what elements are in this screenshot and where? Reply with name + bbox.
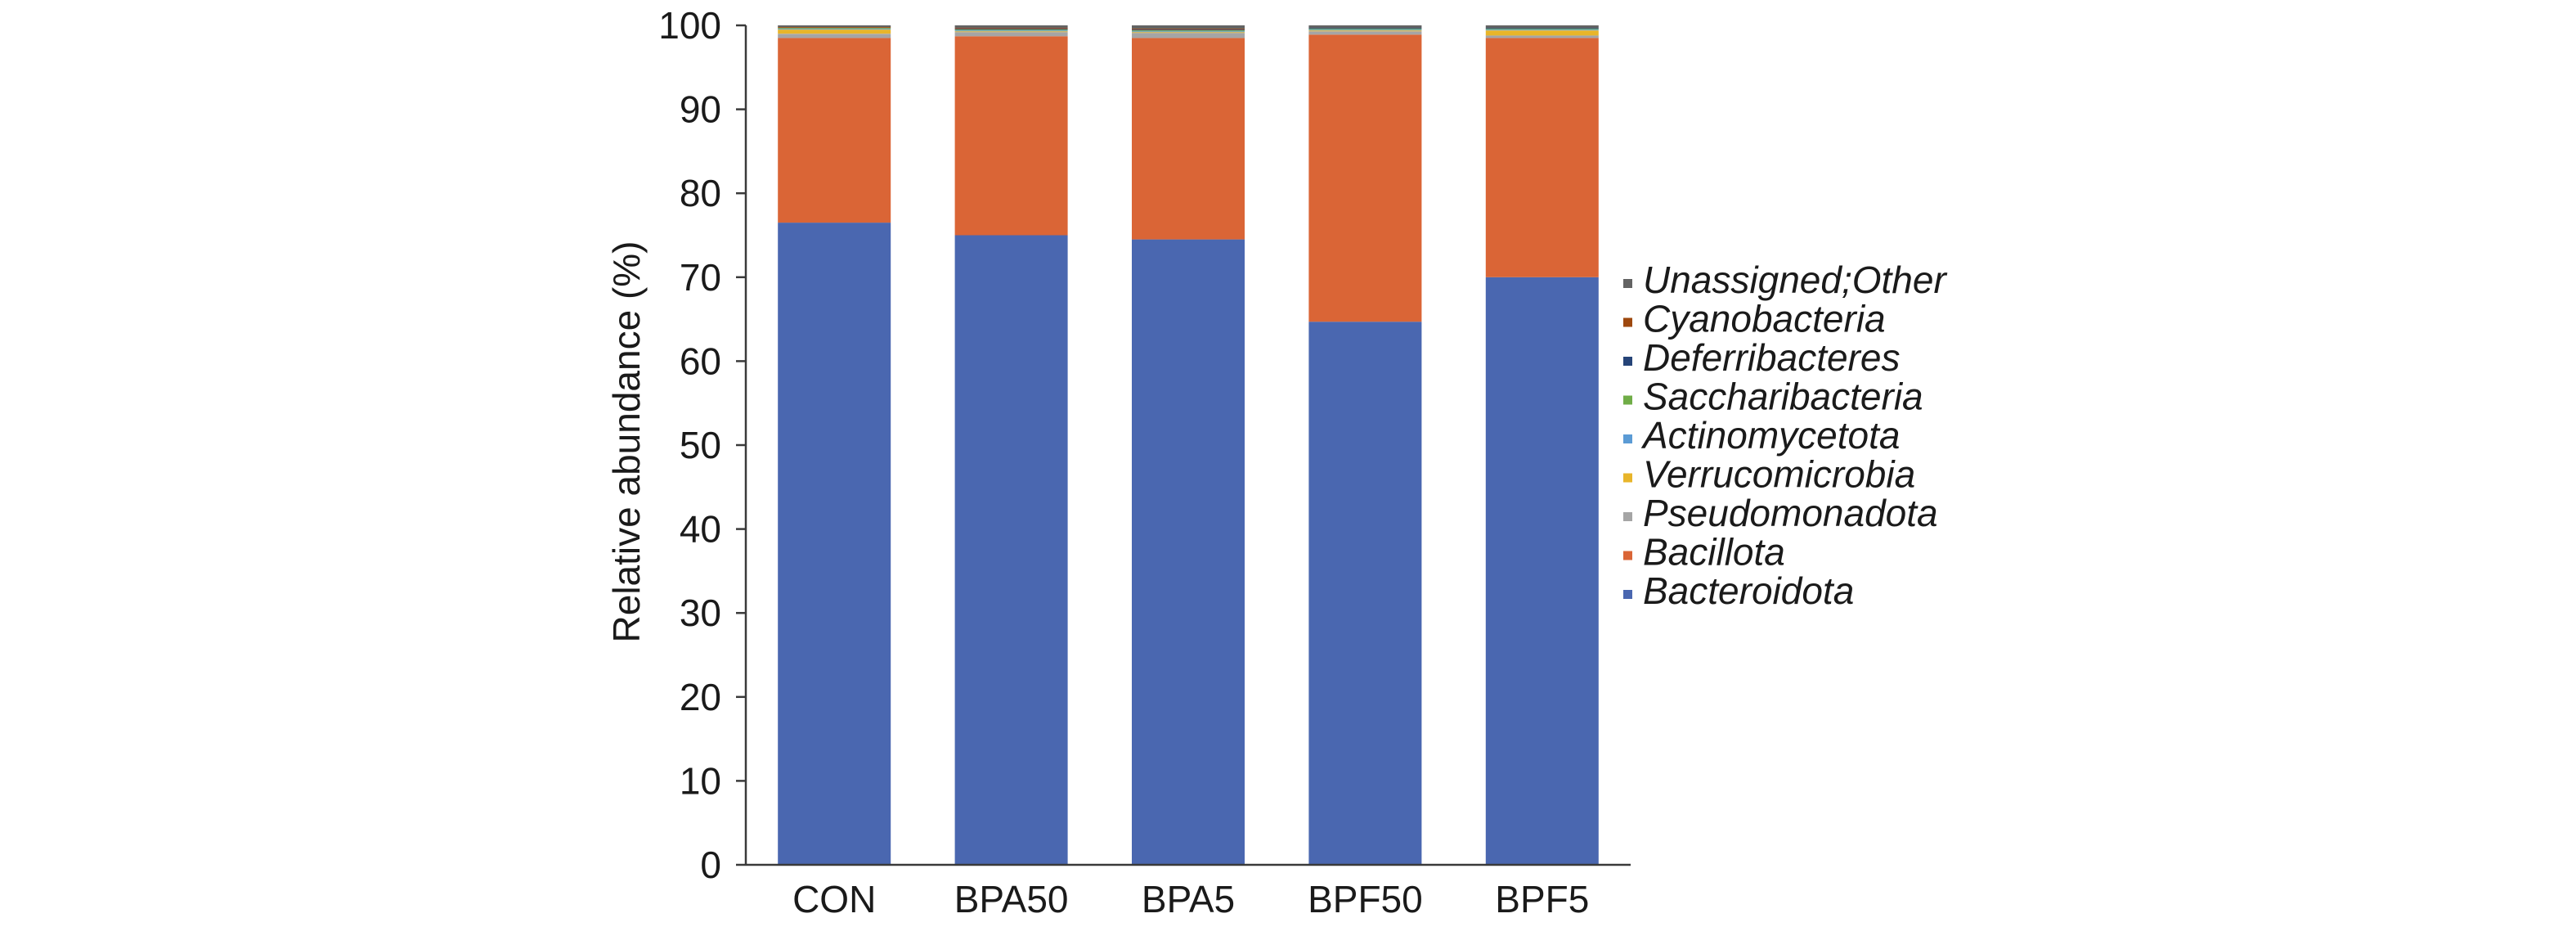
legend-label-pseudomonadota: Pseudomonadota <box>1643 492 1938 534</box>
legend-marker-deferribacteres <box>1623 357 1632 366</box>
bar-segment-bacteroidota-bpa5 <box>1132 239 1245 866</box>
y-tick-label-0: 0 <box>700 844 721 886</box>
legend-marker-bacteroidota <box>1623 590 1632 599</box>
legend-marker-actinomycetota <box>1623 434 1632 443</box>
bar-segment-bacillota-bpa50 <box>954 36 1068 236</box>
y-tick-label-100: 100 <box>658 4 721 47</box>
y-tick-label-40: 40 <box>680 508 721 551</box>
bar-segment-bacillota-bpf5 <box>1485 38 1599 277</box>
bar-segment-verrucomicrobia-bpf50 <box>1308 30 1422 32</box>
x-tick-label-con: CON <box>792 878 876 920</box>
bar-segment-actinomycetota-bpa5 <box>1132 31 1245 33</box>
bar-segment-pseudomonadota-con <box>778 34 891 38</box>
legend-label-actinomycetota: Actinomycetota <box>1640 414 1900 457</box>
bar-segment-saccharibacteria-con <box>778 28 891 29</box>
legend-label-unassigned-other: Unassigned;Other <box>1643 259 1947 301</box>
legend-label-deferribacteres: Deferribacteres <box>1643 336 1900 379</box>
bar-segment-deferribacteres-bpf5 <box>1485 28 1599 29</box>
bar-segment-unassigned-other-bpf5 <box>1485 25 1599 29</box>
y-tick-label-30: 30 <box>680 592 721 634</box>
legend: Unassigned;OtherCyanobacteriaDeferribact… <box>1623 259 1947 612</box>
bar-segment-saccharibacteria-bpa5 <box>1132 30 1245 32</box>
y-tick-label-50: 50 <box>680 424 721 466</box>
bar-segment-bacillota-bpf50 <box>1308 34 1422 322</box>
bar-segment-verrucomicrobia-bpa50 <box>954 31 1068 33</box>
bar-segment-bacillota-con <box>778 38 891 223</box>
axes-layer: CON BPA50 BPA5 BPF50 BPF50102030405060708090… <box>658 4 1631 920</box>
legend-label-bacillota: Bacillota <box>1643 531 1785 574</box>
legend-label-cyanobacteria: Cyanobacteria <box>1643 298 1886 340</box>
bar-segment-actinomycetota-bpf50 <box>1308 29 1422 31</box>
x-tick-label-bpa5: BPA5 <box>1142 878 1235 920</box>
bar-segment-deferribacteres-bpf50 <box>1308 28 1422 29</box>
bar-segment-unassigned-other-con <box>778 25 891 28</box>
y-tick-label-60: 60 <box>680 340 721 382</box>
bar-segment-verrucomicrobia-bpf5 <box>1485 30 1599 36</box>
bar-segment-pseudomonadota-bpf5 <box>1485 35 1599 38</box>
legend-label-bacteroidota: Bacteroidota <box>1643 569 1854 612</box>
bar-segment-bacteroidota-con <box>778 223 891 866</box>
y-tick-label-20: 20 <box>680 676 721 718</box>
legend-label-verrucomicrobia: Verrucomicrobia <box>1643 453 1915 496</box>
y-tick-label-10: 10 <box>680 759 721 802</box>
bar-segment-bacteroidota-bpa50 <box>954 235 1068 865</box>
x-tick-label-bpa50: BPA50 <box>954 878 1069 920</box>
legend-marker-unassigned-other <box>1623 279 1632 288</box>
y-tick-label-90: 90 <box>680 88 721 131</box>
y-tick-label-70: 70 <box>680 256 721 299</box>
y-tick-label-80: 80 <box>680 172 721 214</box>
bar-segment-cyanobacteria-bpa50 <box>954 28 1068 29</box>
legend-marker-verrucomicrobia <box>1623 473 1632 483</box>
bar-segment-bacteroidota-bpf5 <box>1485 277 1599 865</box>
x-tick-label-bpf5: BPF5 <box>1495 878 1589 920</box>
bar-segment-saccharibacteria-bpa50 <box>954 29 1068 31</box>
legend-marker-cyanobacteria <box>1623 317 1632 327</box>
bar-segment-unassigned-other-bpf50 <box>1308 25 1422 29</box>
legend-marker-saccharibacteria <box>1623 395 1632 405</box>
bars-layer <box>778 25 1599 866</box>
bar-segment-unassigned-other-bpa50 <box>954 25 1068 29</box>
y-axis-title: Relative abundance (%) <box>605 241 648 643</box>
bar-segment-bacillota-bpa5 <box>1132 38 1245 240</box>
bar-segment-verrucomicrobia-bpa5 <box>1132 32 1245 34</box>
bar-segment-pseudomonadota-bpa50 <box>954 32 1068 37</box>
bar-segment-pseudomonadota-bpa5 <box>1132 33 1245 38</box>
bar-segment-actinomycetota-bpf5 <box>1485 29 1599 31</box>
bar-segment-actinomycetota-bpa50 <box>954 30 1068 32</box>
bar-segment-verrucomicrobia-con <box>778 29 891 34</box>
legend-marker-pseudomonadota <box>1623 512 1632 521</box>
bar-segment-deferribacteres-bpa5 <box>1132 29 1245 31</box>
bar-segment-cyanobacteria-con <box>778 27 891 29</box>
bar-segment-bacteroidota-bpf50 <box>1308 322 1422 865</box>
legend-label-saccharibacteria: Saccharibacteria <box>1643 376 1923 418</box>
legend-marker-bacillota <box>1623 551 1632 560</box>
bar-segment-unassigned-other-bpa5 <box>1132 25 1245 29</box>
x-tick-label-bpf50: BPF50 <box>1308 878 1423 920</box>
bar-segment-pseudomonadota-bpf50 <box>1308 31 1422 35</box>
